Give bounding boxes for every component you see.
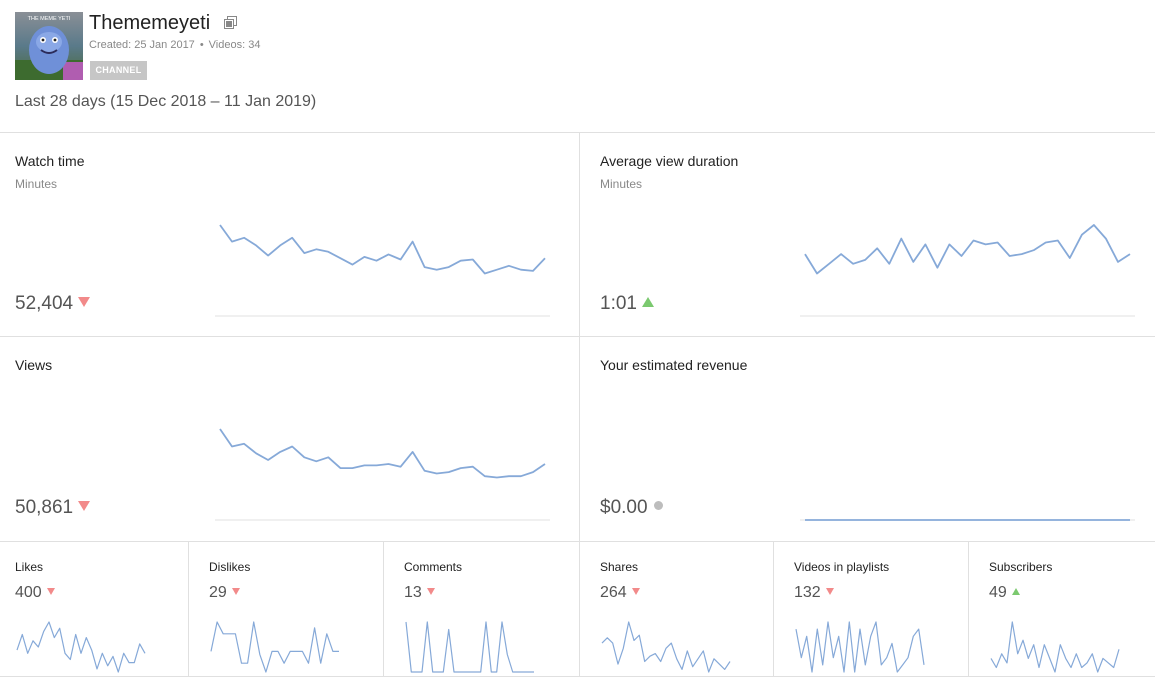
metric-title: Likes	[15, 560, 44, 574]
sparkline-chart	[800, 519, 1135, 521]
metric-title: Views	[15, 357, 53, 373]
metric-shares[interactable]: Shares 264	[585, 542, 773, 676]
external-link-icon[interactable]	[224, 16, 237, 29]
sparkline-series	[219, 428, 546, 479]
sparkline-series	[804, 224, 1131, 275]
sparkline-series	[405, 621, 534, 673]
sparkline-series	[219, 224, 546, 275]
divider	[0, 541, 1155, 542]
metric-title: Your estimated revenue	[600, 357, 748, 373]
trend-neutral-icon	[653, 501, 663, 511]
sparkline-chart	[601, 621, 731, 673]
metric-value-wrap: 29	[209, 584, 240, 602]
sparkline-chart	[215, 224, 550, 317]
metric-value-wrap: 264	[600, 584, 640, 602]
metric-views[interactable]: Views 50,861	[0, 337, 579, 541]
metric-value-wrap: 52,404	[15, 293, 91, 315]
metric-value: 264	[600, 584, 627, 601]
metric-value-wrap: $0.00	[600, 497, 663, 519]
trend-down-icon	[231, 588, 240, 596]
metric-title: Subscribers	[989, 560, 1053, 574]
metric-value: 52,404	[15, 293, 74, 314]
divider	[0, 676, 1155, 677]
metric-title: Dislikes	[209, 560, 251, 574]
metric-value: 400	[15, 584, 42, 601]
metric-value: 13	[404, 584, 422, 601]
metric-value-wrap: 400	[15, 584, 55, 602]
metric-comments[interactable]: Comments 13	[389, 542, 579, 676]
sparkline-series	[210, 621, 339, 673]
metric-watch-time[interactable]: Watch time Minutes 52,404	[0, 133, 579, 336]
metric-value: 1:01	[600, 293, 637, 314]
metric-value: 29	[209, 584, 227, 601]
metric-value: $0.00	[600, 497, 648, 518]
sparkline-chart	[16, 621, 146, 673]
trend-down-icon	[426, 588, 435, 596]
metric-title: Average view duration	[600, 153, 739, 169]
sparkline-series	[795, 621, 925, 673]
metric-value-wrap: 49	[989, 584, 1020, 602]
divider	[0, 132, 1155, 133]
avatar-caption: THE MEME YETI	[28, 16, 71, 22]
sparkline-series	[16, 621, 146, 673]
metric-title: Comments	[404, 560, 463, 574]
divider	[773, 541, 774, 677]
channel-title[interactable]: Thememeyeti	[89, 12, 211, 34]
sparkline-chart	[210, 621, 339, 673]
metric-title: Watch time	[15, 153, 85, 169]
channel-header: THE MEME YETI Thememeyeti Created: 25 Ja…	[0, 0, 1155, 132]
metric-title: Shares	[600, 560, 639, 574]
metric-value-wrap: 13	[404, 584, 435, 602]
channel-avatar[interactable]: THE MEME YETI	[15, 12, 83, 80]
metric-dislikes[interactable]: Dislikes 29	[194, 542, 383, 676]
metric-value: 49	[989, 584, 1007, 601]
trend-up-icon	[1011, 588, 1020, 596]
created-date: Created: 25 Jan 2017	[89, 39, 195, 51]
divider	[383, 541, 384, 677]
metric-videos-in-playlists[interactable]: Videos in playlists 132	[779, 542, 968, 676]
divider	[579, 132, 580, 677]
metric-likes[interactable]: Likes 400	[0, 542, 188, 676]
sparkline-series	[990, 621, 1120, 673]
metric-value-wrap: 1:01	[600, 293, 654, 315]
metric-value: 132	[794, 584, 821, 601]
trend-down-icon	[78, 500, 91, 511]
sparkline-chart	[215, 428, 550, 521]
metric-title: Videos in playlists	[794, 560, 890, 574]
metric-estimated-revenue[interactable]: Your estimated revenue $0.00	[585, 337, 1155, 541]
metric-value-wrap: 50,861	[15, 497, 91, 519]
metric-average-view-duration[interactable]: Average view duration Minutes 1:01	[585, 133, 1155, 336]
trend-down-icon	[825, 588, 834, 596]
divider	[968, 541, 969, 677]
metric-unit: Minutes	[600, 177, 643, 191]
date-range: Last 28 days (15 Dec 2018 – 11 Jan 2019)	[15, 93, 317, 110]
divider	[0, 336, 1155, 337]
video-count: Videos: 34	[208, 39, 261, 51]
metric-value-wrap: 132	[794, 584, 834, 602]
metric-unit: Minutes	[15, 177, 58, 191]
meta-separator: •	[199, 39, 204, 51]
trend-down-icon	[631, 588, 640, 596]
metric-subscribers[interactable]: Subscribers 49	[974, 542, 1155, 676]
metric-value: 50,861	[15, 497, 74, 518]
channel-badge: CHANNEL	[90, 61, 147, 80]
sparkline-chart	[990, 621, 1120, 673]
divider	[188, 541, 189, 677]
trend-up-icon	[641, 296, 654, 307]
sparkline-chart	[800, 224, 1135, 317]
channel-meta: Created: 25 Jan 2017 • Videos: 34	[89, 39, 260, 51]
trend-down-icon	[78, 296, 91, 307]
sparkline-chart	[795, 621, 925, 673]
trend-down-icon	[46, 588, 55, 596]
sparkline-series	[601, 621, 731, 673]
sparkline-chart	[405, 621, 534, 673]
